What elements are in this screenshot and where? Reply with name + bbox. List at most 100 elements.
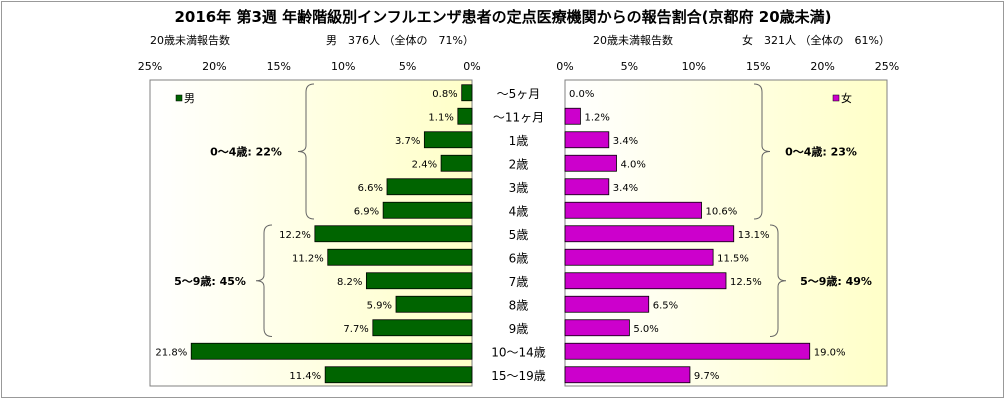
female-bar <box>564 131 610 149</box>
left-tick-label: 5% <box>399 60 416 73</box>
legend-female: 女 <box>841 91 852 105</box>
chart-title: 2016年 第3週 年齢階級別インフルエンザ患者の定点医療機関からの報告割合(京… <box>175 8 832 26</box>
female-group-label-5-9: 5～9歳: 49% <box>800 274 872 288</box>
legend-female-swatch <box>832 94 840 102</box>
right-tick-labels: 0% 5% 10% 15% 20% 25% <box>556 60 899 73</box>
male-value-label: 21.8% <box>155 347 187 358</box>
male-group-label-5-9: 5～9歳: 45% <box>174 274 246 288</box>
female-bar <box>564 248 714 266</box>
category-label: ～11ヶ月 <box>493 110 544 124</box>
right-summary: 女 321人 （全体の 61%） <box>742 33 890 47</box>
right-tick-label: 0% <box>556 60 573 73</box>
category-label: 1歳 <box>509 134 529 148</box>
category-label: 10～14歳 <box>491 345 546 359</box>
right-tick-label: 25% <box>875 60 899 73</box>
age-group-brackets: 0～4歳: 22% 5～9歳: 45% 0～4歳: 23% 5～9歳: 49% <box>174 83 872 337</box>
left-summary: 男 376人 （全体の 71%） <box>326 33 474 47</box>
category-label: 6歳 <box>509 251 529 265</box>
male-bar <box>382 201 473 219</box>
female-bar <box>564 154 617 172</box>
female-value-label: 0.0% <box>569 89 594 100</box>
legend-male: 男 <box>184 92 195 105</box>
left-tick-label: 0% <box>463 60 480 73</box>
male-bar <box>440 154 473 172</box>
female-value-label: 3.4% <box>613 136 638 147</box>
female-value-label: 5.0% <box>633 324 658 335</box>
left-tick-labels: 25% 20% 15% 10% 5% 0% <box>138 60 481 73</box>
male-bars: 0.8% 1.1% 3.7% 2.4% 6.6% 6.9% 12.2% 11.2% 8.2% 5.… <box>155 84 473 384</box>
male-value-label: 0.8% <box>432 89 457 100</box>
category-label: 9歳 <box>509 322 529 336</box>
category-labels: ～5ヶ月 ～11ヶ月 1歳 2歳 3歳 4歳 5歳 6歳 7歳 8歳 9歳 10～14歳 15～19歳 <box>491 87 546 383</box>
male-value-label: 7.7% <box>343 324 368 335</box>
category-label: 4歳 <box>509 204 529 218</box>
male-value-label: 1.1% <box>428 112 453 123</box>
male-bar <box>461 84 473 102</box>
male-value-label: 3.7% <box>395 136 420 147</box>
male-bar <box>457 107 473 125</box>
male-value-label: 11.4% <box>289 371 321 382</box>
male-value-label: 8.2% <box>337 277 362 288</box>
male-bar <box>386 178 473 196</box>
male-bar <box>327 248 473 266</box>
female-value-label: 9.7% <box>694 371 719 382</box>
female-bracket-0-4 <box>753 83 771 220</box>
category-label: ～5ヶ月 <box>497 87 541 101</box>
male-group-label-0-4: 0～4歳: 22% <box>210 145 282 159</box>
female-group-label-0-4: 0～4歳: 23% <box>785 145 857 159</box>
female-bar <box>564 225 735 243</box>
female-bar <box>564 319 630 337</box>
female-bars: 0.0% 1.2% 3.4% 4.0% 3.4% 10.6% 13.1% 11.5% 12.5%… <box>564 89 846 384</box>
category-label: 15～19歳 <box>491 369 546 383</box>
category-label: 3歳 <box>509 181 529 195</box>
female-value-label: 4.0% <box>621 159 646 170</box>
female-value-label: 12.5% <box>730 277 762 288</box>
male-bar <box>314 225 473 243</box>
male-bar <box>190 342 473 360</box>
male-bar <box>365 272 473 290</box>
male-bracket-0-4 <box>297 83 315 220</box>
male-value-label: 6.6% <box>358 183 383 194</box>
male-value-label: 11.2% <box>292 253 324 264</box>
male-value-label: 12.2% <box>279 230 311 241</box>
male-bar <box>324 366 473 384</box>
female-bar <box>564 295 650 313</box>
male-value-label: 5.9% <box>367 300 392 311</box>
right-tick-label: 15% <box>746 60 770 73</box>
right-tick-label: 10% <box>682 60 706 73</box>
male-bracket-5-9 <box>255 224 273 337</box>
female-bar <box>564 107 581 125</box>
legend-male-swatch <box>175 94 183 102</box>
female-value-label: 19.0% <box>814 347 846 358</box>
female-value-label: 3.4% <box>613 183 638 194</box>
female-bar <box>564 178 610 196</box>
female-bar <box>564 342 811 360</box>
male-bar <box>372 319 473 337</box>
category-label: 8歳 <box>509 298 529 312</box>
left-tick-label: 25% <box>138 60 162 73</box>
male-value-label: 2.4% <box>412 159 437 170</box>
male-bar <box>423 131 473 149</box>
female-bracket-5-9 <box>769 224 787 337</box>
left-tick-label: 20% <box>202 60 226 73</box>
category-label: 5歳 <box>509 228 529 242</box>
category-label: 7歳 <box>509 275 529 289</box>
female-value-label: 10.6% <box>706 206 738 217</box>
male-value-label: 6.9% <box>354 206 379 217</box>
female-bar <box>564 366 691 384</box>
male-bar <box>395 295 473 313</box>
female-value-label: 11.5% <box>717 253 749 264</box>
female-value-label: 13.1% <box>738 230 770 241</box>
female-value-label: 6.5% <box>653 300 678 311</box>
right-caption: 20歳未満報告数 <box>593 34 673 47</box>
female-bar <box>564 272 727 290</box>
category-label: 2歳 <box>509 157 529 171</box>
left-tick-label: 10% <box>331 60 355 73</box>
female-value-label: 1.2% <box>584 112 609 123</box>
left-tick-label: 15% <box>267 60 291 73</box>
left-caption: 20歳未満報告数 <box>150 34 230 47</box>
right-tick-label: 5% <box>621 60 638 73</box>
right-tick-label: 20% <box>810 60 834 73</box>
female-bar <box>564 201 702 219</box>
